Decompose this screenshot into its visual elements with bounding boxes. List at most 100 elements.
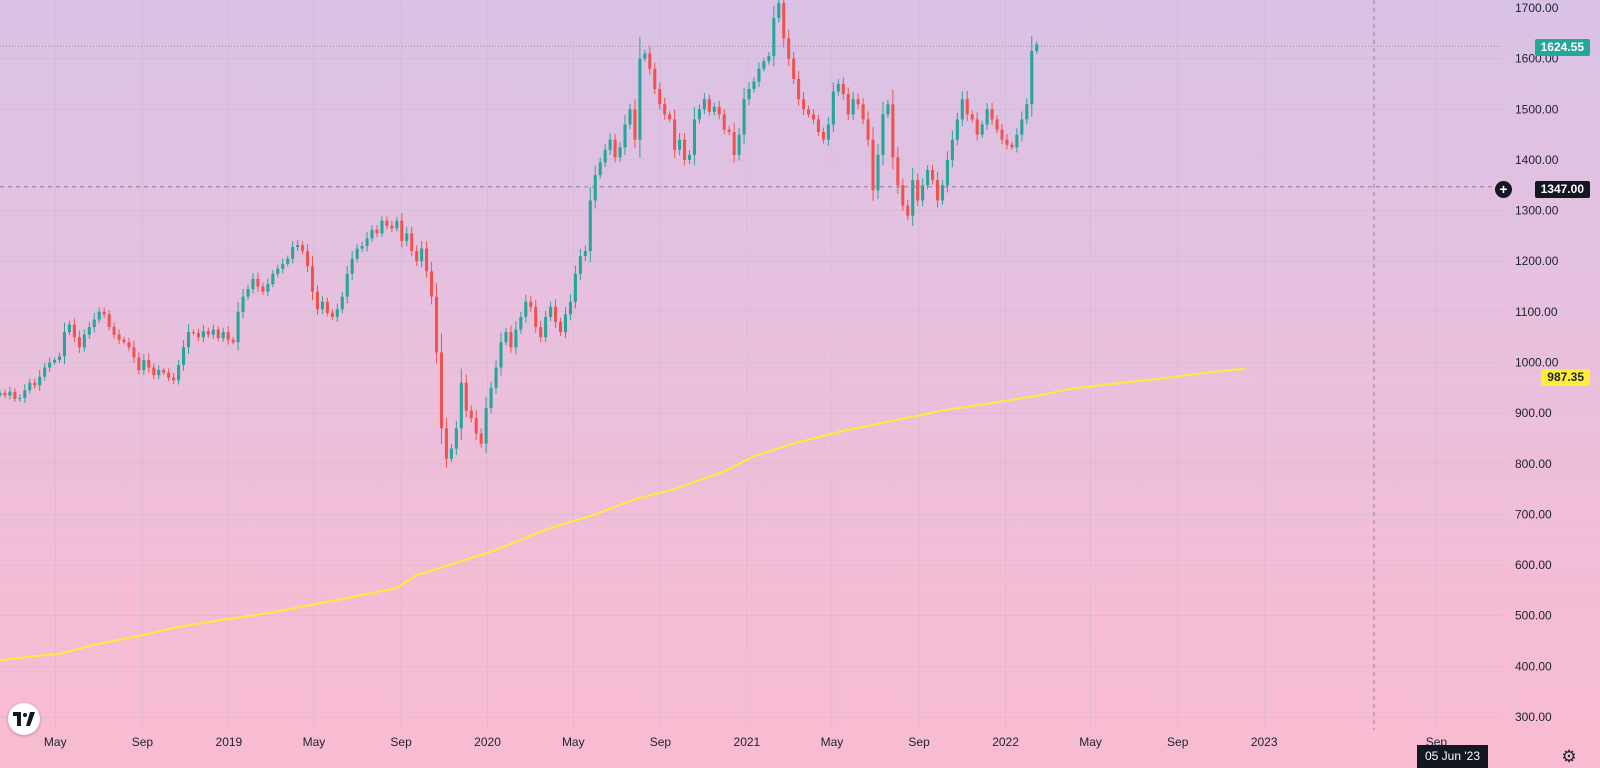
- candle: [320, 296, 324, 314]
- candle-body: [975, 119, 979, 135]
- candle: [762, 57, 766, 72]
- candle-body: [851, 99, 855, 115]
- candle: [375, 225, 379, 238]
- candle: [886, 99, 890, 118]
- candle-body: [926, 170, 930, 186]
- candle-body: [1010, 144, 1014, 148]
- time-axis[interactable]: May Sep 2019 May Sep 2020 May Sep 2021 May Sep 2022…: [44, 735, 1447, 749]
- candle-body: [1000, 129, 1004, 140]
- tradingview-logo[interactable]: [8, 703, 40, 735]
- candle-body: [246, 289, 250, 297]
- candle: [702, 93, 706, 115]
- candle-body: [415, 251, 419, 262]
- candle-body: [28, 382, 32, 391]
- candlestick-series: [0, 0, 1039, 468]
- candle-body: [281, 263, 285, 269]
- candle: [434, 283, 439, 364]
- candle-body: [618, 147, 622, 158]
- candle-body: [747, 89, 751, 100]
- candle-body: [410, 233, 414, 252]
- candle: [186, 324, 191, 354]
- candle-body: [137, 357, 141, 371]
- candle-body: [985, 109, 989, 125]
- candle-body: [67, 324, 71, 333]
- candle: [489, 381, 493, 414]
- candle: [251, 273, 255, 294]
- candle-body: [623, 124, 627, 148]
- candle: [643, 49, 647, 62]
- candle: [102, 307, 106, 319]
- candle-body: [127, 342, 131, 348]
- price-axis[interactable]: 300.00 400.00 500.00 600.00 700.00 800.00 900.…: [1515, 1, 1559, 724]
- candle: [687, 150, 692, 164]
- candle: [876, 144, 880, 200]
- candle: [1025, 98, 1029, 125]
- candle-body: [514, 329, 518, 348]
- candle: [67, 320, 71, 336]
- candle-body: [687, 154, 692, 160]
- candle: [668, 111, 672, 123]
- candle: [261, 282, 265, 295]
- candle-body: [62, 332, 67, 357]
- candle-body: [474, 418, 478, 434]
- candle-body: [707, 99, 711, 112]
- candle: [271, 269, 275, 288]
- candle: [678, 132, 682, 156]
- x-tick-label: Sep: [390, 735, 412, 749]
- ma-value-badge: 987.35: [1541, 369, 1590, 386]
- candle-body: [271, 273, 275, 285]
- candle-body: [1020, 119, 1024, 135]
- candle: [28, 378, 32, 394]
- y-tick-label: 700.00: [1515, 507, 1552, 521]
- candle: [226, 326, 230, 345]
- candle: [92, 312, 96, 333]
- gear-icon[interactable]: ⚙: [1561, 747, 1577, 766]
- candle-body: [916, 180, 920, 201]
- candle-body: [504, 332, 508, 343]
- candle: [554, 299, 558, 329]
- candle-body: [177, 365, 181, 381]
- candle-body: [0, 392, 2, 396]
- candle: [454, 420, 458, 455]
- candle-body: [945, 159, 949, 186]
- candle: [797, 70, 801, 106]
- candle-body: [380, 220, 384, 234]
- candle: [707, 94, 711, 116]
- candle: [1020, 111, 1024, 142]
- candle: [509, 325, 513, 353]
- candle-body: [489, 387, 493, 409]
- candle: [1010, 141, 1014, 150]
- candle: [638, 36, 642, 158]
- candle: [3, 389, 7, 399]
- candle: [77, 330, 81, 353]
- candle: [613, 133, 617, 163]
- candle: [906, 199, 910, 221]
- candle: [172, 372, 176, 385]
- candle-body: [752, 81, 756, 90]
- candle: [256, 272, 260, 292]
- candle-body: [742, 99, 746, 135]
- candle: [816, 114, 821, 136]
- candle-body: [935, 180, 940, 201]
- candle-body: [439, 352, 444, 429]
- candle-body: [72, 324, 76, 338]
- candle-body: [494, 367, 498, 388]
- candle-body: [201, 331, 205, 338]
- candle: [558, 317, 563, 336]
- candle: [727, 125, 731, 136]
- candle: [499, 332, 503, 376]
- plus-circle-icon[interactable]: +: [1495, 181, 1512, 198]
- y-tick-label: 400.00: [1515, 659, 1552, 673]
- candle-body: [568, 301, 572, 315]
- candle-body: [876, 154, 880, 191]
- candle-body: [464, 382, 468, 411]
- candle: [216, 325, 220, 342]
- candle-body: [430, 271, 434, 297]
- candle-body: [608, 139, 612, 150]
- candle-body: [588, 200, 592, 252]
- candle-body: [1030, 51, 1034, 105]
- candle-body: [836, 83, 840, 92]
- candle-body: [1015, 134, 1019, 148]
- candle: [395, 216, 399, 232]
